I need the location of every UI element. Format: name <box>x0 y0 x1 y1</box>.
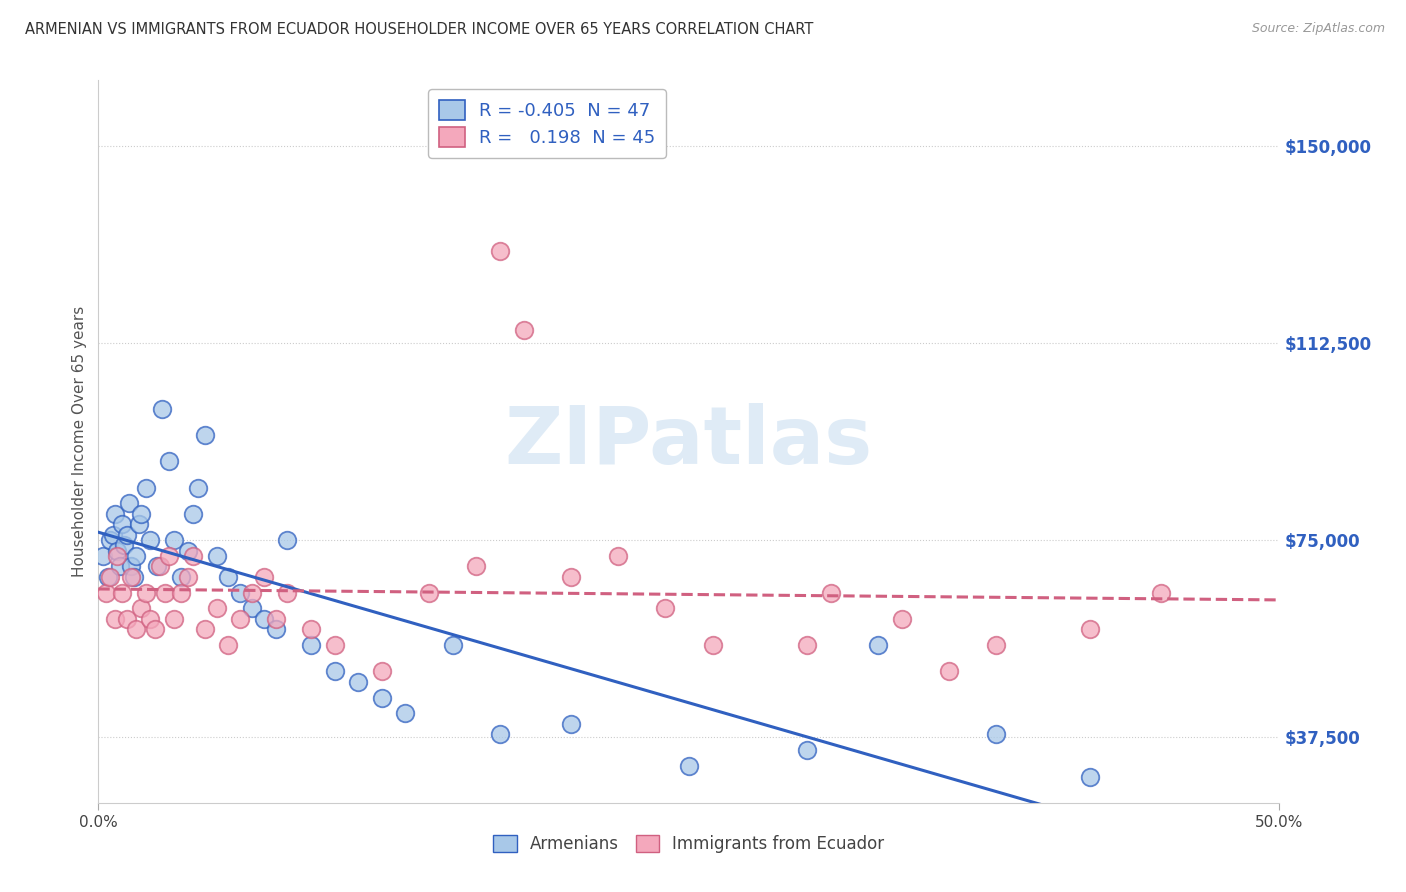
Point <box>121 570 143 584</box>
Point <box>560 717 582 731</box>
Point <box>607 549 630 563</box>
Point <box>890 612 912 626</box>
Point <box>153 585 176 599</box>
Point <box>157 454 180 468</box>
Point <box>371 690 394 705</box>
Point <box>465 559 488 574</box>
Point <box>984 727 1007 741</box>
Point <box>441 638 464 652</box>
Point <box>702 638 724 652</box>
Point <box>205 601 228 615</box>
Point <box>181 507 204 521</box>
Point <box>347 675 370 690</box>
Point <box>98 533 121 547</box>
Point <box>177 570 200 584</box>
Point <box>125 623 148 637</box>
Point <box>146 559 169 574</box>
Point <box>157 549 180 563</box>
Point <box>111 585 134 599</box>
Point <box>91 549 114 563</box>
Point <box>240 601 263 615</box>
Point <box>125 549 148 563</box>
Point <box>135 481 157 495</box>
Point <box>217 638 239 652</box>
Point <box>796 743 818 757</box>
Point <box>177 543 200 558</box>
Point <box>678 759 700 773</box>
Point <box>149 559 172 574</box>
Point <box>489 244 512 258</box>
Point <box>984 638 1007 652</box>
Point <box>104 507 127 521</box>
Point <box>1150 585 1173 599</box>
Point <box>323 638 346 652</box>
Point <box>129 601 152 615</box>
Point <box>253 570 276 584</box>
Point <box>163 533 186 547</box>
Point <box>323 665 346 679</box>
Point <box>105 549 128 563</box>
Point <box>938 665 960 679</box>
Point <box>796 638 818 652</box>
Point <box>187 481 209 495</box>
Point <box>299 638 322 652</box>
Point <box>240 585 263 599</box>
Point <box>112 538 135 552</box>
Point <box>122 570 145 584</box>
Point <box>150 401 173 416</box>
Point <box>512 323 534 337</box>
Point <box>111 517 134 532</box>
Point <box>139 612 162 626</box>
Point <box>108 559 131 574</box>
Y-axis label: Householder Income Over 65 years: Householder Income Over 65 years <box>72 306 87 577</box>
Point <box>866 638 889 652</box>
Point <box>229 612 252 626</box>
Point <box>217 570 239 584</box>
Point <box>264 623 287 637</box>
Point <box>489 727 512 741</box>
Text: ZIPatlas: ZIPatlas <box>505 402 873 481</box>
Point <box>229 585 252 599</box>
Point <box>276 585 298 599</box>
Point <box>1080 770 1102 784</box>
Point <box>115 528 138 542</box>
Point <box>654 601 676 615</box>
Point <box>97 570 120 584</box>
Point <box>205 549 228 563</box>
Point <box>394 706 416 721</box>
Point <box>121 559 143 574</box>
Point <box>105 543 128 558</box>
Point <box>94 585 117 599</box>
Point <box>135 585 157 599</box>
Point <box>264 612 287 626</box>
Point <box>820 585 842 599</box>
Point <box>115 612 138 626</box>
Point <box>163 612 186 626</box>
Point <box>104 612 127 626</box>
Point <box>101 528 124 542</box>
Text: Source: ZipAtlas.com: Source: ZipAtlas.com <box>1251 22 1385 36</box>
Text: ARMENIAN VS IMMIGRANTS FROM ECUADOR HOUSEHOLDER INCOME OVER 65 YEARS CORRELATION: ARMENIAN VS IMMIGRANTS FROM ECUADOR HOUS… <box>25 22 814 37</box>
Point <box>371 665 394 679</box>
Point <box>276 533 298 547</box>
Point <box>560 570 582 584</box>
Point <box>143 623 166 637</box>
Point <box>129 507 152 521</box>
Point <box>418 585 440 599</box>
Point <box>1080 623 1102 637</box>
Point <box>139 533 162 547</box>
Point <box>299 623 322 637</box>
Point <box>128 517 150 532</box>
Point <box>181 549 204 563</box>
Point <box>98 570 121 584</box>
Point <box>170 585 193 599</box>
Point <box>194 623 217 637</box>
Point <box>253 612 276 626</box>
Point <box>170 570 193 584</box>
Legend: Armenians, Immigrants from Ecuador: Armenians, Immigrants from Ecuador <box>486 828 891 860</box>
Point <box>118 496 141 510</box>
Point <box>194 428 217 442</box>
